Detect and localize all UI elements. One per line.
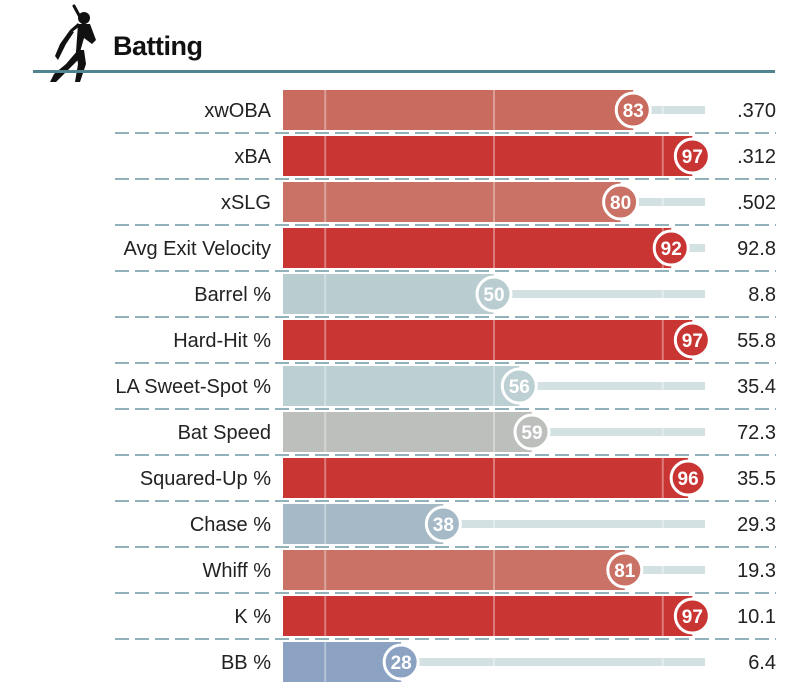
category-label: Squared-Up %: [140, 468, 271, 490]
percentile-bar: [283, 596, 693, 636]
header-divider: [33, 70, 775, 73]
section-title: Batting: [113, 31, 203, 61]
percentile-bar: [283, 504, 444, 544]
stat-value: .312: [737, 146, 776, 168]
stat-value: 92.8: [737, 238, 776, 260]
percentile-track: [633, 106, 705, 114]
badge-layer: 83 97 80 92 50 97 56 59 96 38 81 97 28: [382, 91, 711, 681]
percentile-badge-label: 80: [610, 193, 631, 214]
percentile-badge-label: 50: [483, 285, 504, 306]
stat-value: 35.4: [737, 376, 776, 398]
stat-value: 6.4: [748, 652, 776, 674]
percentile-bar: [283, 136, 693, 176]
percentile-badge: [606, 551, 644, 589]
percentile-track: [519, 382, 705, 390]
stat-value: 10.1: [737, 606, 776, 628]
category-label: K %: [234, 606, 271, 628]
grid-layer: [324, 90, 664, 682]
stat-value: 55.8: [737, 330, 776, 352]
category-label: Chase %: [190, 514, 271, 536]
category-label: LA Sweet-Spot %: [115, 376, 271, 398]
percentile-bar: [283, 550, 625, 590]
category-label: Avg Exit Velocity: [124, 238, 271, 260]
stat-value: 19.3: [737, 560, 776, 582]
label-layer: xwOBA .370 xBA .312 xSLG .502 Avg Exit Velocit…: [115, 100, 776, 674]
percentile-bar: [283, 90, 634, 130]
percentile-bar: [283, 274, 494, 314]
percentile-badge: [500, 367, 538, 405]
percentile-badge-label: 28: [391, 653, 412, 674]
percentile-badge: [652, 229, 690, 267]
percentile-track: [494, 290, 705, 298]
category-label: xSLG: [221, 192, 271, 214]
stat-value: 29.3: [737, 514, 776, 536]
percentile-badge-label: 38: [433, 515, 454, 536]
percentile-badge-label: 56: [509, 377, 530, 398]
percentile-badge: [382, 643, 420, 681]
percentile-badge: [513, 413, 551, 451]
stat-value: 35.5: [737, 468, 776, 490]
percentile-badge-label: 97: [682, 607, 703, 628]
percentile-badge-label: 92: [661, 239, 682, 260]
percentile-track: [531, 428, 705, 436]
category-label: Hard-Hit %: [173, 330, 271, 352]
percentile-bar: [283, 458, 689, 498]
category-label: xBA: [234, 146, 271, 168]
batter-silhouette-icon: [50, 4, 96, 82]
percentile-track: [443, 520, 705, 528]
category-label: Bat Speed: [178, 422, 271, 444]
percentile-bar: [283, 412, 532, 452]
percentile-badge: [673, 597, 711, 635]
percentile-badge-label: 97: [682, 147, 703, 168]
percentile-badge-label: 59: [521, 423, 542, 444]
category-label: Barrel %: [194, 284, 271, 306]
percentile-badge: [669, 459, 707, 497]
percentile-bar: [283, 182, 621, 222]
bar-layer: [283, 90, 693, 682]
percentile-badge: [614, 91, 652, 129]
stat-value: .502: [737, 192, 776, 214]
category-label: xwOBA: [204, 100, 271, 122]
percentile-bar: [283, 642, 402, 682]
percentile-badge-label: 81: [614, 561, 636, 582]
percentile-bar: [283, 320, 693, 360]
percentile-badge: [424, 505, 462, 543]
percentile-track: [624, 566, 705, 574]
stat-value: 72.3: [737, 422, 776, 444]
percentile-track: [620, 198, 705, 206]
category-label: BB %: [221, 652, 271, 674]
category-label: Whiff %: [202, 560, 271, 582]
stat-value: 8.8: [748, 284, 776, 306]
percentile-badge-label: 83: [623, 101, 644, 122]
percentile-bar: [283, 228, 672, 268]
header: Batting: [0, 0, 808, 82]
percentile-badge: [673, 321, 711, 359]
percentile-badge: [475, 275, 513, 313]
percentile-badge-label: 96: [678, 469, 699, 490]
percentile-track: [401, 658, 705, 666]
row-divider-layer: [115, 132, 776, 640]
percentile-badge: [602, 183, 640, 221]
percentile-badge-label: 97: [682, 331, 703, 352]
percentile-badge: [673, 137, 711, 175]
percentile-bar: [283, 366, 520, 406]
stat-value: .370: [737, 100, 776, 122]
